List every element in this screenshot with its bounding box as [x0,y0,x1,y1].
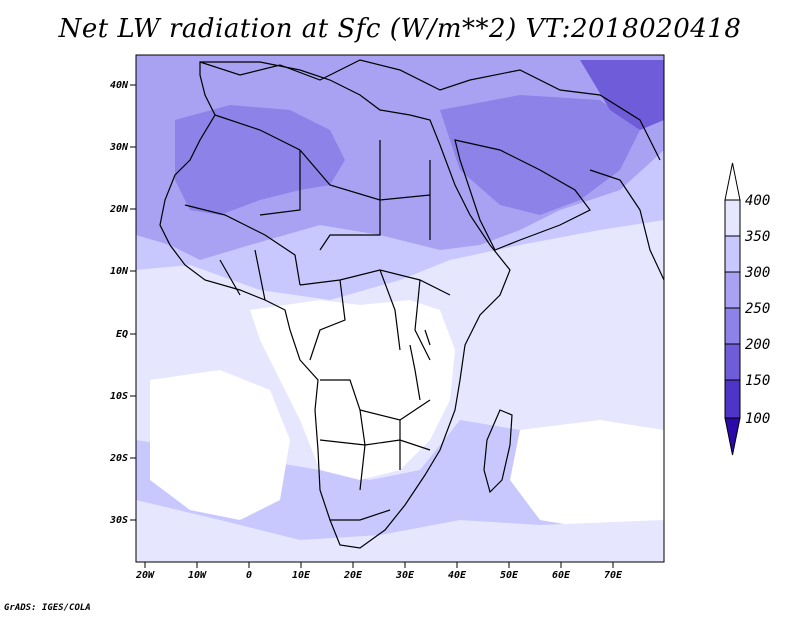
lat-tick-20n: 20N [109,204,136,215]
coastlines [159,59,664,549]
colorbar-bin-300 [724,271,741,309]
colorbar-bin-150 [724,379,741,419]
lat-label-20n: 20N [109,204,129,215]
lat-label-40n: 40N [110,80,129,91]
colorbar-label-400: 400 [745,193,770,209]
lat-label-10s: 10S [110,391,128,402]
borders-west [184,204,301,301]
colorbar-label-350: 350 [744,229,770,245]
europe-coastline [199,59,661,161]
lon-tick-60e: 60E [552,562,571,581]
field-central-africa-white [250,300,455,480]
lon-axis: 20W 10W 0 10E 20E 30E 40E 50E 60E 70E [135,562,623,581]
lon-tick-40e: 40E [448,562,467,581]
lat-tick-40n: 40N [110,80,136,91]
lon-label-20w: 20W [135,570,155,581]
lat-axis: 40N 30N 20N 10N EQ 10S 20S 30S [109,80,136,526]
lat-tick-10s: 10S [110,391,136,402]
map-title: Net LW radiation at Sfc (W/m**2) VT:2018… [58,14,742,44]
lat-label-10n: 10N [110,266,129,277]
field-arabia-dark [440,95,640,215]
lon-label-40e: 40E [448,570,467,581]
lon-tick-10w: 10W [188,562,207,581]
field-south-light [136,500,664,562]
lat-label-eq: EQ [116,329,128,340]
field-sahara-dark [175,105,345,215]
colorbar-label-250: 250 [745,301,770,317]
madagascar-coastline [483,409,513,494]
lat-tick-20s: 20S [109,453,136,464]
lon-tick-50e: 50E [500,562,519,581]
lat-tick-eq: EQ [116,329,136,340]
colorbar-bin-350 [724,235,741,273]
lon-label-50e: 50E [500,570,519,581]
lon-tick-70e: 70E [604,562,623,581]
lon-label-60e: 60E [552,570,571,581]
lat-tick-30s: 30S [109,515,136,526]
shaded-field [136,55,664,562]
borders-north [214,114,431,251]
field-ocean-white [150,370,290,520]
borders-south [319,379,431,521]
lon-tick-30e: 30E [395,562,415,581]
lon-label-10e: 10E [292,570,311,581]
colorbar-label-150: 150 [745,373,770,389]
colorbar: 400 350 300 250 200 150 100 [724,162,770,456]
lat-label-30n: 30N [109,142,129,153]
field-asia-darker [580,60,664,130]
lon-tick-10e: 10E [292,562,311,581]
borders-central [299,269,451,361]
colorbar-bin-250 [724,307,741,345]
lon-tick-20w: 20W [135,562,155,581]
colorbar-label-100: 100 [745,411,770,427]
lon-label-30e: 30E [395,570,415,581]
grads-credit: GrADS: IGES/COLA [4,603,91,613]
lat-label-30s: 30S [109,515,128,526]
arabia-coastline [454,139,591,251]
colorbar-bin-200 [724,343,741,381]
great-lakes [409,329,431,401]
lon-tick-20e: 20E [343,562,363,581]
lat-label-20s: 20S [109,453,128,464]
lon-label-70e: 70E [604,570,623,581]
lat-tick-30n: 30N [109,142,136,153]
africa-coastline [159,61,511,549]
lon-label-0: 0 [246,570,252,581]
colorbar-label-200: 200 [745,337,770,353]
plot-frame [135,54,665,563]
india-coastline [589,169,664,281]
lon-tick-0: 0 [246,562,252,581]
lon-label-20e: 20E [343,570,363,581]
colorbar-label-300: 300 [744,265,770,281]
colorbar-top-arrow [724,162,741,201]
field-indian-white [510,420,664,530]
lat-tick-10n: 10N [110,266,136,277]
colorbar-bottom-arrow [724,417,741,456]
lon-label-10w: 10W [188,570,207,581]
colorbar-bin-400 [724,199,741,237]
